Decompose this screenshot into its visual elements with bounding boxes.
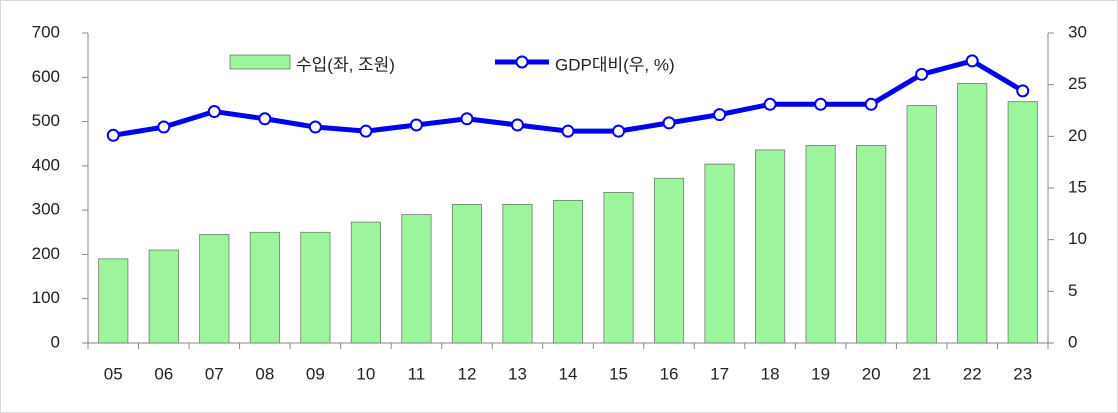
bar bbox=[805, 145, 836, 344]
x-tick-label: 17 bbox=[710, 364, 729, 383]
point bbox=[157, 120, 171, 134]
x-tick-label: 14 bbox=[559, 364, 578, 383]
point bbox=[612, 124, 626, 138]
point bbox=[106, 128, 120, 142]
point bbox=[814, 97, 828, 111]
bar bbox=[856, 145, 887, 344]
bar bbox=[755, 149, 786, 344]
point bbox=[460, 112, 474, 126]
x-tick-label: 18 bbox=[761, 364, 780, 383]
y2-tick-label: 0 bbox=[1068, 332, 1077, 351]
x-tick-label: 15 bbox=[609, 364, 628, 383]
x-tick-label: 12 bbox=[457, 364, 476, 383]
bar bbox=[451, 203, 483, 344]
point bbox=[864, 97, 878, 111]
bar bbox=[654, 177, 685, 344]
bar bbox=[98, 258, 129, 344]
point bbox=[662, 116, 676, 130]
bar bbox=[199, 234, 230, 344]
bar bbox=[603, 192, 634, 344]
point bbox=[965, 54, 979, 68]
x-tick-label: 10 bbox=[356, 364, 375, 383]
y2-tick-label: 20 bbox=[1068, 126, 1087, 145]
bar bbox=[552, 199, 584, 344]
x-tick-label: 21 bbox=[912, 364, 931, 383]
bar bbox=[300, 231, 331, 344]
y2-tick-label: 30 bbox=[1068, 22, 1087, 41]
legend-swatch bbox=[229, 54, 291, 70]
bar bbox=[350, 221, 381, 344]
bar bbox=[1007, 101, 1038, 344]
bar bbox=[704, 163, 735, 344]
x-tick-label: 09 bbox=[306, 364, 325, 383]
legend-marker bbox=[515, 55, 529, 69]
bar bbox=[249, 231, 280, 344]
bar bbox=[148, 249, 179, 344]
y-tick-label: 300 bbox=[32, 200, 60, 219]
y-tick-label: 100 bbox=[32, 288, 60, 307]
y-tick-label: 500 bbox=[32, 111, 60, 130]
x-tick-label: 23 bbox=[1013, 364, 1032, 383]
y2-tick-label: 15 bbox=[1068, 177, 1087, 196]
bar bbox=[401, 214, 432, 344]
y-tick-label: 400 bbox=[32, 155, 60, 174]
point bbox=[915, 67, 929, 81]
x-tick-label: 11 bbox=[408, 364, 426, 383]
x-tick-label: 20 bbox=[862, 364, 881, 383]
y2-tick-label: 10 bbox=[1068, 229, 1087, 248]
point bbox=[409, 118, 423, 132]
x-tick-label: 05 bbox=[104, 364, 123, 383]
point bbox=[359, 124, 373, 138]
y-tick-label: 700 bbox=[32, 22, 60, 41]
bar bbox=[906, 105, 937, 344]
point bbox=[763, 97, 777, 111]
legend-label: 수입(좌, 조원) bbox=[296, 55, 395, 74]
point bbox=[308, 120, 322, 134]
y2-tick-label: 5 bbox=[1068, 281, 1077, 300]
x-tick-label: 08 bbox=[255, 364, 274, 383]
y2-tick-label: 25 bbox=[1068, 74, 1087, 93]
x-tick-label: 07 bbox=[205, 364, 224, 383]
point bbox=[1016, 84, 1030, 98]
y-tick-label: 200 bbox=[32, 244, 60, 263]
bar bbox=[502, 203, 533, 344]
point bbox=[713, 108, 727, 122]
point bbox=[258, 112, 272, 126]
x-tick-label: 06 bbox=[154, 364, 173, 383]
y-tick-label: 0 bbox=[51, 332, 60, 351]
point bbox=[510, 118, 524, 132]
y-tick-label: 600 bbox=[32, 67, 60, 86]
x-tick-label: 13 bbox=[508, 364, 527, 383]
bar bbox=[957, 83, 988, 344]
point bbox=[207, 105, 221, 119]
x-tick-label: 19 bbox=[811, 364, 830, 383]
legend-label: GDP대비(우, %) bbox=[555, 55, 675, 74]
x-tick-label: 16 bbox=[660, 364, 679, 383]
point bbox=[561, 124, 575, 138]
x-tick-label: 22 bbox=[963, 364, 982, 383]
